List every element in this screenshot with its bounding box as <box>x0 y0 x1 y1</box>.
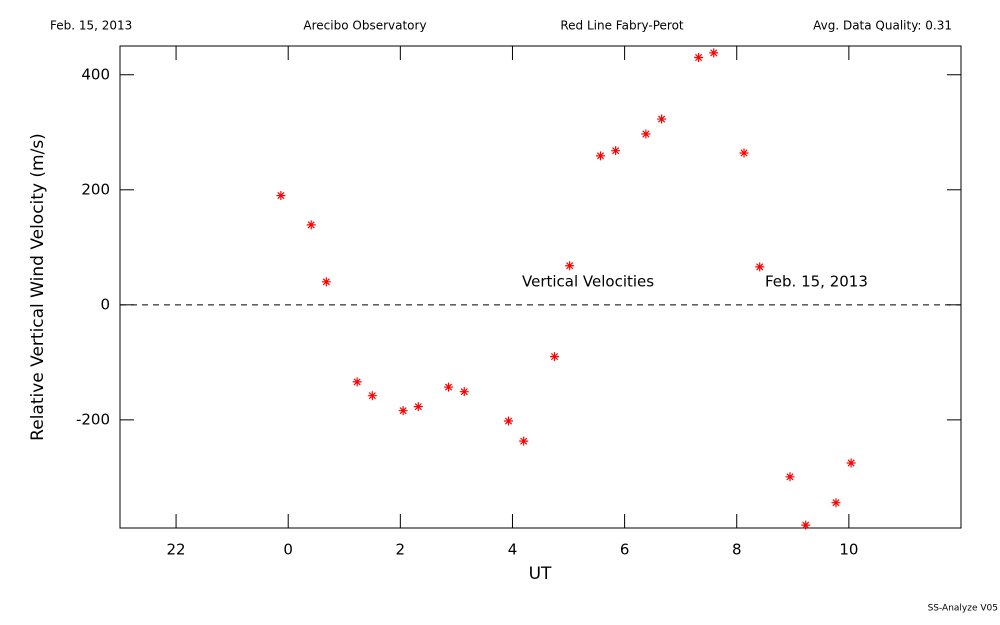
data-point <box>565 261 575 271</box>
y-tick-label: -200 <box>76 410 110 428</box>
header-quality: Avg. Data Quality: 0.31 <box>813 19 952 33</box>
x-tick-label: 22 <box>167 541 186 559</box>
data-point <box>519 436 529 446</box>
header-site: Arecibo Observatory <box>303 19 426 33</box>
data-point <box>306 220 316 230</box>
y-tick-label: 200 <box>81 180 110 198</box>
y-tick-label: 0 <box>100 295 110 313</box>
data-point <box>641 129 651 139</box>
data-point <box>504 416 514 426</box>
y-tick-label: 400 <box>81 65 110 83</box>
x-tick-label: 0 <box>283 541 293 559</box>
data-point <box>444 382 454 392</box>
x-axis-label: UT <box>529 564 552 584</box>
data-point <box>367 391 377 401</box>
x-tick-label: 10 <box>839 541 858 559</box>
data-point <box>352 377 362 387</box>
annotation: Feb. 15, 2013 <box>765 273 868 291</box>
data-point <box>755 262 765 272</box>
x-tick-label: 2 <box>396 541 406 559</box>
data-point <box>739 148 749 158</box>
data-point <box>459 387 469 397</box>
y-axis-label: Relative Vertical Wind Velocity (m/s) <box>28 133 48 441</box>
x-tick-label: 4 <box>508 541 518 559</box>
data-point <box>694 53 704 63</box>
data-point <box>831 498 841 508</box>
data-point <box>398 406 408 416</box>
header-date: Feb. 15, 2013 <box>50 19 132 33</box>
data-point <box>785 472 795 482</box>
data-point <box>846 458 856 468</box>
data-point <box>276 191 286 201</box>
plot-frame <box>119 45 962 529</box>
annotation: Vertical Velocities <box>522 273 654 291</box>
x-tick-label: 8 <box>732 541 742 559</box>
data-point <box>413 402 423 412</box>
header-instrument: Red Line Fabry-Perot <box>560 19 684 33</box>
footer: SS-Analyze V05 <box>928 604 998 614</box>
data-point <box>709 48 719 58</box>
data-point <box>550 352 560 362</box>
data-point <box>611 146 621 156</box>
data-point <box>657 114 667 124</box>
x-tick-label: 6 <box>620 541 630 559</box>
data-point <box>801 520 811 530</box>
data-point <box>321 277 331 287</box>
data-point <box>595 151 605 161</box>
